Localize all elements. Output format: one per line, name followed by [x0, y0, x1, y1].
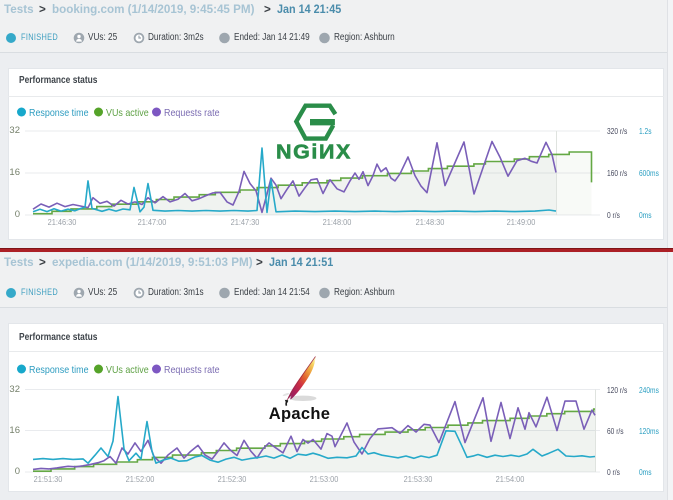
- svg-text:NGiИX: NGiИX: [276, 141, 352, 162]
- svg-text:Apache: Apache: [269, 405, 330, 422]
